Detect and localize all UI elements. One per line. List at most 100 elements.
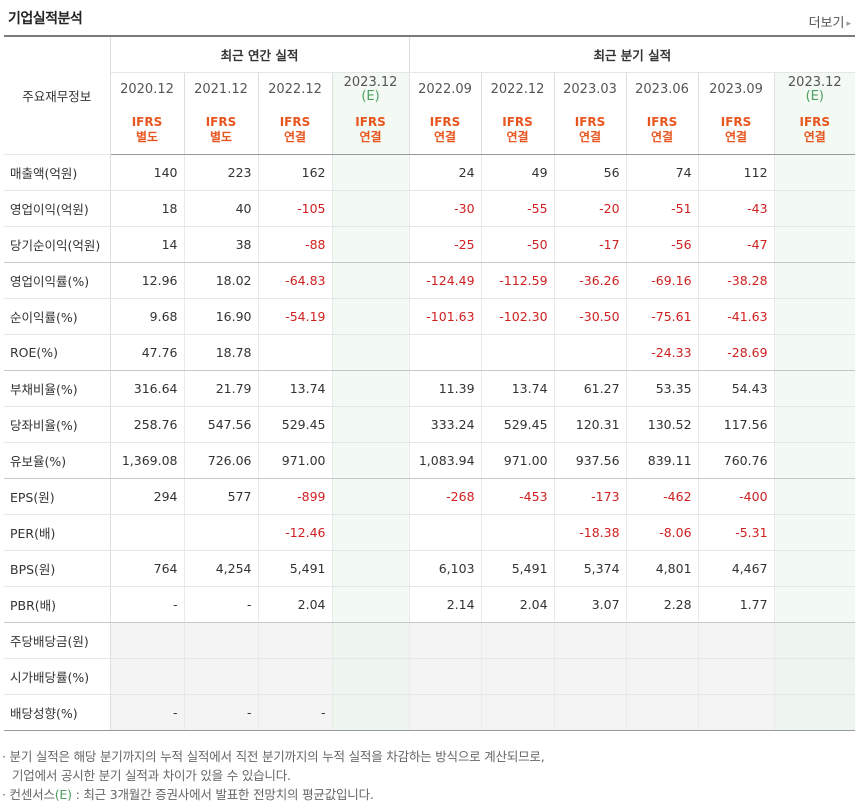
table-cell: - [110, 586, 185, 623]
table-cell: 4,801 [626, 550, 699, 587]
table-cell: 5,491 [481, 550, 555, 587]
ifrs-type: 연결 [578, 130, 602, 144]
more-link[interactable]: 더보기 ▸ [809, 12, 851, 31]
row-label: PER(배) [4, 514, 111, 551]
table-cell: 2.14 [409, 586, 482, 623]
table-cell [554, 622, 627, 659]
table-cell [774, 154, 856, 191]
table-row: 주당배당금(원) [4, 622, 856, 659]
table-cell: 839.11 [626, 442, 699, 479]
table-cell: 13.74 [481, 370, 555, 407]
table-cell [626, 694, 699, 731]
footnote-1: · 분기 실적은 해당 분기까지의 누적 실적에서 직전 분기까지의 누적 실적… [2, 749, 545, 764]
row-label: 유보율(%) [4, 442, 111, 479]
column-ifrs: IFRS 연결 [554, 106, 627, 155]
table-cell: -112.59 [481, 262, 555, 299]
column-date: 2023.12 (E) [774, 72, 856, 106]
table-cell [481, 658, 555, 695]
row-label: 배당성향(%) [4, 694, 111, 731]
table-cell: 53.35 [626, 370, 699, 407]
table-cell: -25 [409, 226, 482, 263]
table-cell [258, 658, 333, 695]
table-cell [332, 550, 410, 587]
table-cell: 258.76 [110, 406, 185, 443]
column-date: 2022.09 [409, 72, 482, 106]
ifrs-type: 연결 [283, 130, 307, 144]
table-row: 유보율(%) 1,369.08 726.06 971.00 1,083.94 971.00… [4, 442, 856, 479]
row-label: 영업이익(억원) [4, 190, 111, 227]
table-cell: 12.96 [110, 262, 185, 299]
ifrs-label: IFRS [429, 115, 461, 129]
table-row: PER(배) -12.46 -18.38 -8.06 -5.31 [4, 514, 856, 551]
table-cell: 3.07 [554, 586, 627, 623]
table-cell [258, 334, 333, 371]
group-annual: 최근 연간 실적 [110, 35, 410, 73]
table-cell: 764 [110, 550, 185, 587]
table-cell [774, 370, 856, 407]
table-cell: 4,254 [184, 550, 259, 587]
table-cell: 140 [110, 154, 185, 191]
table-cell: 18 [110, 190, 185, 227]
table-cell: 1.77 [698, 586, 775, 623]
table-cell [184, 514, 259, 551]
table-cell [332, 478, 410, 515]
table-cell: 223 [184, 154, 259, 191]
column-date: 2022.12 [481, 72, 555, 106]
table-cell [774, 622, 856, 659]
table-cell: 38 [184, 226, 259, 263]
column-ifrs: IFRS 연결 [481, 106, 555, 155]
table-cell: -400 [698, 478, 775, 515]
table-cell: 40 [184, 190, 259, 227]
row-label: 순이익률(%) [4, 298, 111, 335]
ifrs-type: 별도 [135, 130, 159, 144]
table-row: 순이익률(%) 9.68 16.90 -54.19 -101.63 -102.30 -30.… [4, 298, 856, 335]
table-cell: 49 [481, 154, 555, 191]
section-title: 기업실적분석 [8, 11, 83, 27]
column-date: 2023.09 [698, 72, 775, 106]
table-cell [332, 586, 410, 623]
table-cell: 24 [409, 154, 482, 191]
table-cell: -899 [258, 478, 333, 515]
column-ifrs: IFRS 연결 [332, 106, 410, 155]
table-cell: -268 [409, 478, 482, 515]
table-cell [409, 514, 482, 551]
table-cell [332, 190, 410, 227]
column-date: 2021.12 [184, 72, 259, 106]
table-cell [774, 226, 856, 263]
column-ifrs: IFRS 별도 [110, 106, 185, 155]
table-cell: -54.19 [258, 298, 333, 335]
table-cell: -56 [626, 226, 699, 263]
footnote-2: · 컨센서스(E) : 최근 3개월간 증권사에서 발표한 전망치의 평균값입니… [2, 787, 374, 802]
ifrs-label: IFRS [574, 115, 606, 129]
table-cell [481, 334, 555, 371]
footnote-1-cont: 기업에서 공시한 분기 실적과 차이가 있을 수 있습니다. [12, 768, 291, 783]
table-cell: 760.76 [698, 442, 775, 479]
ifrs-type: 연결 [433, 130, 457, 144]
table-cell: -124.49 [409, 262, 482, 299]
ifrs-label: IFRS [799, 115, 831, 129]
row-label: 당좌비율(%) [4, 406, 111, 443]
table-cell [332, 262, 410, 299]
row-label: PBR(배) [4, 586, 111, 623]
footnotes: · 분기 실적은 해당 분기까지의 누적 실적에서 직전 분기까지의 누적 실적… [2, 747, 545, 804]
table-cell [698, 694, 775, 731]
table-cell: 112 [698, 154, 775, 191]
table-cell: 5,491 [258, 550, 333, 587]
estimate-badge: (E) [361, 88, 380, 104]
table-cell: 316.64 [110, 370, 185, 407]
table-row: BPS(원) 764 4,254 5,491 6,103 5,491 5,374 4,801 4… [4, 550, 856, 587]
table-row: 부채비율(%) 316.64 21.79 13.74 11.39 13.74 61.27 53… [4, 370, 856, 407]
section-header: 기업실적분석 더보기 ▸ [0, 0, 857, 36]
table-cell: -8.06 [626, 514, 699, 551]
table-cell: 726.06 [184, 442, 259, 479]
table-cell: 937.56 [554, 442, 627, 479]
table-cell: - [110, 694, 185, 731]
table-cell: 13.74 [258, 370, 333, 407]
table-row: 영업이익률(%) 12.96 18.02 -64.83 -124.49 -112.59 -3… [4, 262, 856, 299]
table-row: 영업이익(억원) 18 40 -105 -30 -55 -20 -51 -43 [4, 190, 856, 227]
table-cell [481, 514, 555, 551]
date-text: 2023.12 [343, 74, 398, 90]
table-cell [774, 406, 856, 443]
table-cell: -47 [698, 226, 775, 263]
table-cell: -17 [554, 226, 627, 263]
